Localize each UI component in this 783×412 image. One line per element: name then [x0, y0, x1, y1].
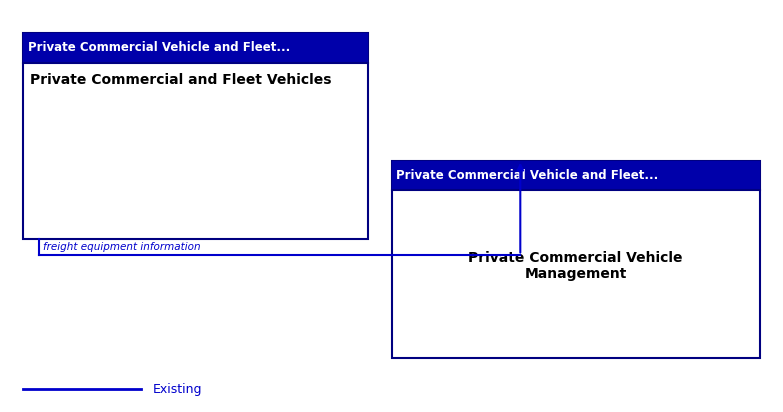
Text: Private Commercial Vehicle
Management: Private Commercial Vehicle Management — [468, 251, 683, 281]
Text: Private Commercial Vehicle and Fleet...: Private Commercial Vehicle and Fleet... — [396, 169, 659, 182]
Text: Existing: Existing — [153, 383, 202, 396]
Bar — [392, 161, 760, 358]
Text: Private Commercial Vehicle and Fleet...: Private Commercial Vehicle and Fleet... — [28, 41, 290, 54]
Text: Private Commercial and Fleet Vehicles: Private Commercial and Fleet Vehicles — [30, 73, 331, 87]
Bar — [23, 33, 368, 239]
Bar — [392, 161, 760, 190]
Bar — [23, 33, 368, 63]
Text: freight equipment information: freight equipment information — [43, 242, 200, 252]
